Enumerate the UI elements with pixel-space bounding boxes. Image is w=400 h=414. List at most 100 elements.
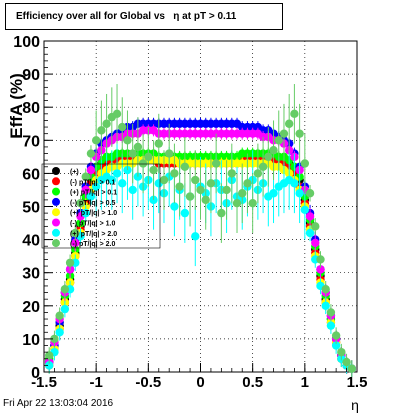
data-point: [154, 139, 163, 148]
data-point: [91, 182, 101, 191]
data-point: [60, 285, 70, 294]
y-tick-label: 20: [22, 299, 40, 316]
data-point: [274, 136, 283, 145]
legend-marker: [52, 239, 60, 248]
legend-entry-label: (-) pT/|q| > 0.1: [70, 179, 115, 186]
data-point: [128, 149, 137, 158]
series-group: [45, 84, 356, 377]
data-point: [238, 189, 247, 198]
legend-entry-label: (+) pT/|q| > 1.0: [70, 210, 117, 217]
legend-marker: [52, 187, 60, 196]
data-point: [191, 175, 200, 185]
data-point: [71, 238, 80, 248]
data-point: [165, 149, 174, 158]
legend-entry-label: (-) pT/|q| > 1.0: [70, 221, 115, 228]
x-axis-label: η: [351, 397, 359, 413]
y-tick-label: 40: [22, 233, 40, 250]
data-point: [295, 129, 304, 138]
data-point: [305, 212, 315, 221]
x-tick-label: 0.5: [242, 374, 263, 391]
data-point: [264, 152, 273, 162]
data-point: [258, 162, 268, 171]
data-point: [217, 208, 226, 218]
data-point: [159, 175, 169, 185]
legend-marker: [52, 167, 60, 175]
legend-entry-label: (+): [70, 169, 79, 176]
data-point: [149, 165, 158, 175]
data-point: [321, 301, 330, 310]
data-point: [331, 341, 341, 350]
x-tick-label: -1.5: [31, 374, 57, 391]
data-point: [118, 122, 127, 132]
data-point: [290, 179, 299, 188]
legend-box: [41, 163, 161, 249]
y-tick-label: 80: [22, 100, 40, 117]
data-point: [138, 159, 148, 168]
data-point: [337, 347, 346, 357]
data-point: [211, 159, 221, 168]
data-point: [311, 238, 320, 248]
y-tick-label: 60: [22, 166, 40, 183]
data-point: [196, 185, 205, 195]
y-tick-label: 90: [22, 67, 40, 84]
y-tick-label: 30: [22, 266, 40, 283]
data-points: [45, 84, 356, 377]
data-point: [206, 179, 216, 188]
y-tick-label: 100: [13, 34, 40, 51]
data-point: [279, 129, 289, 138]
y-axis-label: EffA (%): [7, 73, 26, 138]
data-point: [269, 189, 278, 198]
y-tick-label: 10: [22, 332, 40, 349]
data-point: [180, 208, 190, 218]
data-point: [175, 182, 184, 191]
legend-entry-label: (+) pT/|q| > 0.1: [70, 190, 117, 197]
data-point: [342, 357, 351, 367]
data-point: [91, 136, 101, 145]
data-point: [331, 331, 341, 340]
data-point: [284, 119, 294, 128]
data-point: [86, 192, 96, 201]
x-tick-label: -0.5: [135, 374, 161, 391]
data-point: [347, 364, 356, 373]
data-point: [128, 185, 137, 195]
data-point: [170, 202, 179, 211]
data-point: [305, 228, 315, 238]
data-point: [185, 192, 195, 201]
data-point: [316, 265, 325, 274]
data-point: [191, 232, 200, 241]
data-point: [305, 189, 315, 198]
data-point: [290, 109, 299, 119]
data-point: [232, 198, 242, 208]
data-point: [102, 119, 111, 128]
y-tick-label: 50: [22, 200, 40, 217]
legend-marker: [52, 177, 60, 186]
data-point: [123, 136, 132, 145]
data-point: [201, 195, 210, 205]
data-point: [222, 185, 231, 195]
data-point: [295, 189, 304, 198]
chart-title: Efficiency over all for Global vs η at p…: [5, 3, 283, 30]
data-point: [311, 222, 320, 231]
data-point: [107, 175, 117, 185]
legend-marker: [52, 228, 60, 237]
y-tick-label: 0: [31, 365, 40, 382]
data-point: [55, 311, 64, 320]
data-point: [45, 361, 54, 370]
data-point: [81, 185, 90, 195]
data-point: [97, 126, 106, 135]
data-point: [60, 304, 70, 314]
data-point: [112, 169, 122, 178]
data-point: [45, 351, 54, 360]
legend-marker: [52, 208, 60, 217]
data-point: [71, 228, 80, 238]
data-point: [243, 179, 252, 188]
data-point: [144, 152, 153, 162]
data-point: [326, 321, 336, 330]
legend-marker: [52, 218, 60, 227]
data-point: [248, 198, 257, 208]
axis-ticks: -1.5 -1 -0.5 0 0.5 1 1.5 0 10 20 30 40 50 60 70 80 90 100: [13, 34, 367, 391]
legend-entry-label: (-) pT/|q| > 0.5: [70, 200, 115, 207]
data-point: [227, 169, 236, 178]
data-point: [76, 198, 85, 208]
